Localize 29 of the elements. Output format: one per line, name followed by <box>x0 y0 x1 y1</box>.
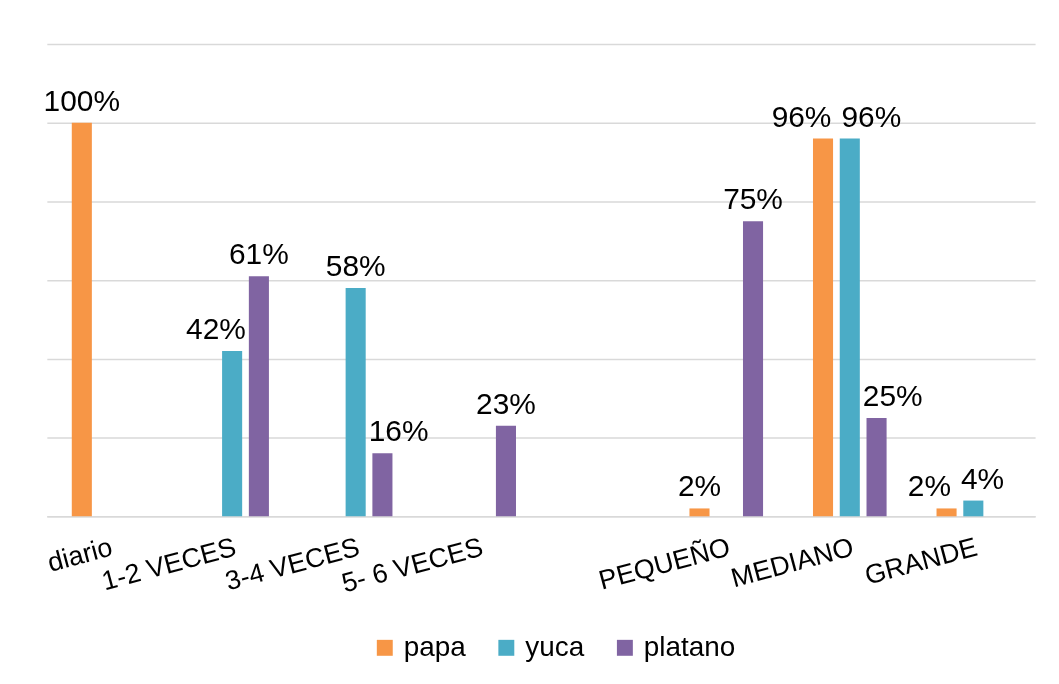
bar <box>689 508 710 517</box>
data-label: 2% <box>677 469 722 503</box>
legend-label: yuca <box>525 630 585 662</box>
bar <box>742 221 764 517</box>
data-label: 100% <box>43 83 121 117</box>
bar <box>866 417 887 517</box>
data-label: 58% <box>325 249 386 283</box>
legend-label: platano <box>643 630 736 662</box>
bar <box>812 138 834 517</box>
legend-label: papa <box>403 630 467 662</box>
bar <box>936 508 957 517</box>
data-label: 4% <box>960 461 1005 495</box>
bar <box>372 453 393 517</box>
data-label: 23% <box>476 386 536 420</box>
data-label: 61% <box>228 237 289 271</box>
data-label: 2% <box>907 469 952 503</box>
data-label: 75% <box>723 182 783 216</box>
bar <box>963 500 984 517</box>
data-label: 96% <box>771 99 832 133</box>
data-label: 96% <box>841 99 902 133</box>
data-label: 16% <box>368 414 429 448</box>
bar <box>71 122 92 517</box>
bar <box>345 288 366 517</box>
bar <box>222 351 243 517</box>
bar <box>495 425 516 517</box>
bar <box>248 276 269 517</box>
bar <box>839 138 860 517</box>
data-label: 25% <box>862 378 923 412</box>
data-label: 42% <box>186 312 246 346</box>
